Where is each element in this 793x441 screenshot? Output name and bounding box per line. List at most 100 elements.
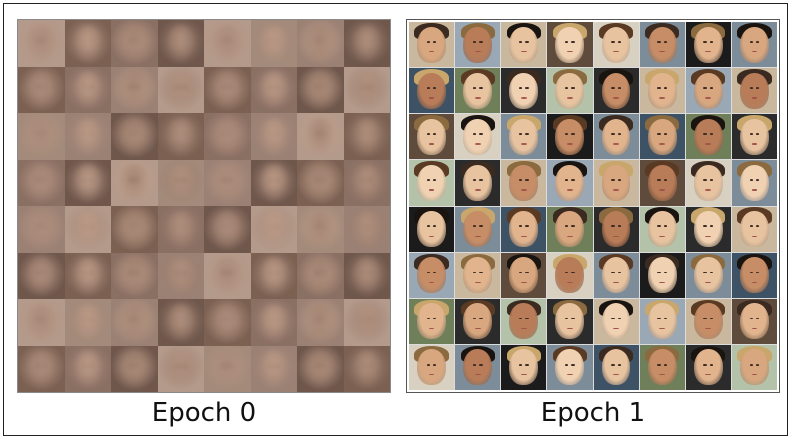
mouth-shape bbox=[659, 51, 666, 53]
face-shape bbox=[739, 349, 769, 386]
mouth-shape bbox=[428, 281, 435, 284]
eye-shape bbox=[518, 225, 523, 228]
face-shape bbox=[601, 26, 631, 63]
face-thumbnail bbox=[64, 113, 111, 160]
eye-shape bbox=[275, 39, 279, 42]
face-shape bbox=[509, 349, 539, 386]
eye-shape bbox=[321, 365, 326, 367]
mouth-shape bbox=[428, 373, 435, 376]
eye-shape bbox=[36, 272, 40, 274]
eye-shape bbox=[525, 271, 529, 274]
eye-shape bbox=[479, 225, 483, 228]
eye-shape bbox=[182, 86, 186, 88]
eye-shape bbox=[182, 132, 186, 135]
face-shape bbox=[509, 26, 539, 63]
eye-shape bbox=[182, 272, 186, 274]
face-thumbnail bbox=[250, 252, 297, 299]
face-shape bbox=[258, 164, 289, 202]
face-thumbnail bbox=[297, 66, 344, 113]
eye-shape bbox=[82, 365, 87, 367]
mouth-shape bbox=[751, 51, 758, 53]
eye-shape bbox=[663, 271, 668, 274]
face-shape bbox=[305, 117, 336, 155]
face-thumbnail bbox=[111, 299, 158, 346]
face-shape bbox=[351, 350, 382, 388]
face-thumbnail bbox=[18, 252, 65, 299]
face-thumbnail bbox=[204, 345, 251, 392]
eye-shape bbox=[525, 363, 529, 366]
face-shape bbox=[305, 24, 336, 62]
eye-shape bbox=[617, 317, 621, 320]
eye-shape bbox=[749, 317, 753, 320]
eye-shape bbox=[657, 179, 661, 182]
mouth-shape bbox=[751, 143, 758, 145]
eye-shape bbox=[268, 39, 273, 42]
face-shape bbox=[693, 303, 723, 340]
face-shape bbox=[119, 24, 150, 62]
face-thumbnail bbox=[204, 299, 251, 346]
face-thumbnail bbox=[501, 114, 547, 160]
face-thumbnail bbox=[547, 252, 593, 298]
face-shape bbox=[555, 349, 585, 386]
eye-shape bbox=[755, 87, 760, 89]
eye-shape bbox=[129, 132, 133, 135]
face-shape bbox=[463, 26, 493, 63]
face-thumbnail bbox=[639, 252, 685, 298]
eye-shape bbox=[36, 39, 40, 42]
eye-shape bbox=[657, 271, 661, 274]
eye-shape bbox=[268, 132, 273, 135]
eye-shape bbox=[709, 179, 714, 182]
mouth-shape bbox=[613, 281, 619, 284]
face-thumbnail bbox=[593, 160, 639, 206]
epoch-0-caption: Epoch 0 bbox=[151, 398, 257, 428]
eye-shape bbox=[315, 318, 319, 321]
face-shape bbox=[258, 24, 289, 62]
face-shape bbox=[693, 26, 723, 63]
face-thumbnail bbox=[204, 113, 251, 160]
mouth-shape bbox=[659, 327, 666, 330]
face-thumbnail bbox=[409, 68, 455, 114]
face-shape bbox=[555, 257, 585, 294]
eye-shape bbox=[571, 87, 575, 89]
face-shape bbox=[555, 164, 585, 201]
face-shape bbox=[693, 211, 723, 248]
face-shape bbox=[165, 117, 196, 155]
face-thumbnail bbox=[455, 344, 501, 390]
face-shape bbox=[26, 117, 57, 155]
eye-shape bbox=[749, 225, 753, 228]
eye-shape bbox=[433, 317, 437, 320]
eye-shape bbox=[703, 40, 707, 43]
face-thumbnail bbox=[593, 252, 639, 298]
eye-shape bbox=[617, 363, 621, 366]
eye-shape bbox=[228, 86, 233, 88]
eye-shape bbox=[275, 365, 279, 367]
eye-shape bbox=[361, 132, 366, 135]
eye-shape bbox=[518, 271, 523, 274]
epoch-0-sample-grid bbox=[17, 19, 391, 393]
eye-shape bbox=[479, 40, 483, 43]
face-thumbnail bbox=[157, 20, 204, 67]
eye-shape bbox=[175, 39, 180, 42]
eye-shape bbox=[571, 133, 575, 135]
eye-shape bbox=[89, 365, 93, 367]
face-shape bbox=[739, 164, 769, 201]
eye-shape bbox=[755, 179, 760, 182]
eye-shape bbox=[663, 87, 668, 89]
face-thumbnail bbox=[685, 68, 731, 114]
eye-shape bbox=[749, 363, 753, 366]
eye-shape bbox=[361, 272, 366, 274]
eye-shape bbox=[657, 363, 661, 366]
face-thumbnail bbox=[250, 299, 297, 346]
face-thumbnail bbox=[343, 206, 390, 253]
eye-shape bbox=[222, 272, 226, 274]
eye-shape bbox=[268, 272, 273, 274]
face-thumbnail bbox=[111, 159, 158, 206]
eye-shape bbox=[36, 318, 40, 321]
eye-shape bbox=[571, 271, 575, 274]
eye-shape bbox=[222, 132, 226, 135]
eye-shape bbox=[518, 363, 523, 366]
eye-shape bbox=[129, 272, 133, 274]
face-thumbnail bbox=[250, 66, 297, 113]
eye-shape bbox=[129, 225, 133, 228]
face-thumbnail bbox=[547, 298, 593, 344]
